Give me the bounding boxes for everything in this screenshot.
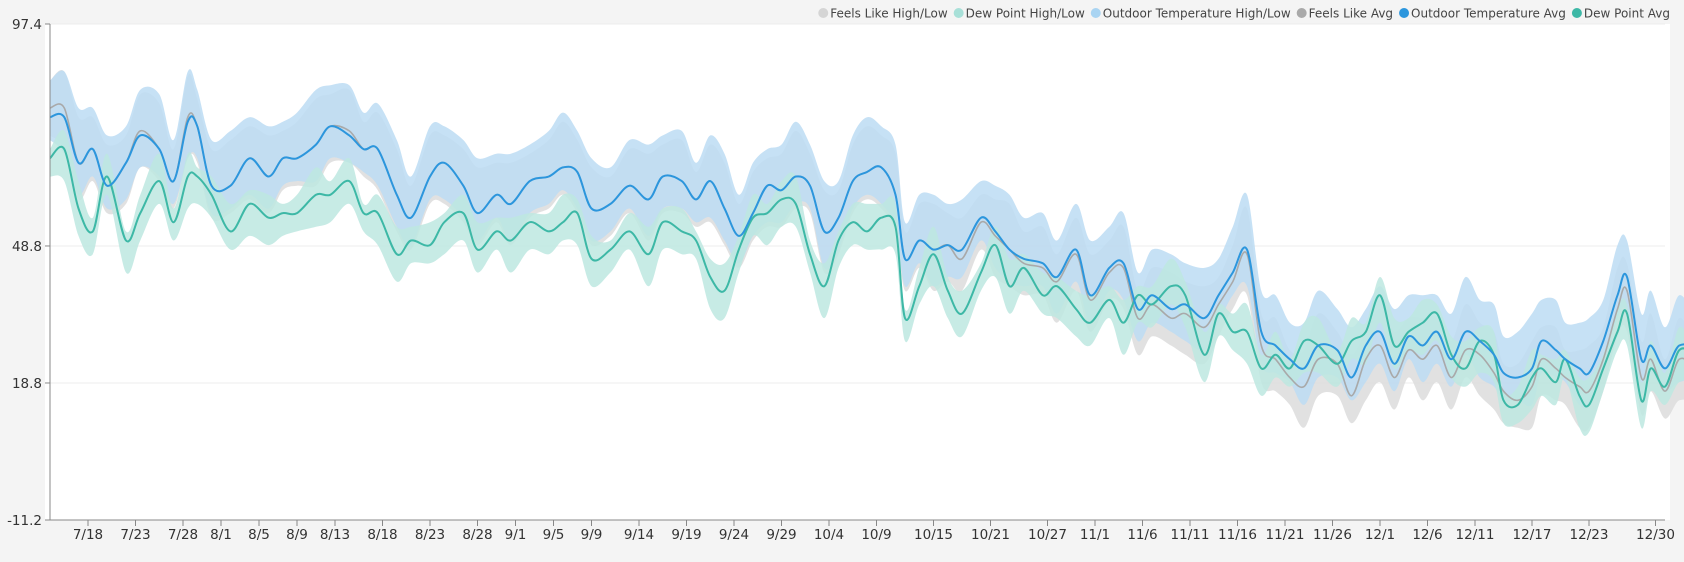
x-axis: 7/18 7/23 7/28 8/1 8/5 8/9 8/13 8/18 8/23 8/28 9/1… (50, 519, 1675, 543)
legend[interactable]: Feels Like High/Low Dew Point High/Low Out… (818, 7, 1670, 21)
x-tick-label: 11/21 (1266, 527, 1305, 543)
x-tick-label: 7/18 (73, 527, 103, 543)
y-tick-label: 18.8 (12, 376, 42, 392)
x-tick-label: 12/1 (1365, 527, 1395, 543)
x-tick-label: 8/23 (415, 527, 445, 543)
legend-swatch (953, 8, 964, 18)
x-tick-label: 12/17 (1513, 527, 1552, 543)
x-tick-label: 11/6 (1127, 527, 1157, 543)
legend-item[interactable]: Dew Point Avg (1571, 7, 1670, 21)
y-tick-label: 97.4 (12, 17, 42, 33)
x-tick-label: 9/19 (671, 527, 701, 543)
x-tick-label: 9/14 (624, 527, 654, 543)
legend-label: Outdoor Temperature Avg (1411, 7, 1566, 21)
legend-swatch (1296, 8, 1307, 18)
legend-label: Dew Point Avg (1584, 7, 1670, 21)
x-tick-label: 11/16 (1218, 527, 1257, 543)
x-tick-label: 11/1 (1080, 527, 1110, 543)
x-tick-label: 10/9 (861, 527, 891, 543)
legend-item[interactable]: Feels Like High/Low (818, 7, 948, 21)
legend-swatch (1090, 8, 1101, 18)
x-tick-label: 11/11 (1171, 527, 1210, 543)
x-tick-label: 12/6 (1412, 527, 1442, 543)
legend-swatch (1399, 8, 1410, 18)
y-tick-label: -11.2 (7, 513, 42, 529)
legend-swatch (818, 8, 829, 18)
x-tick-label: 8/5 (248, 527, 270, 543)
x-tick-label: 9/29 (766, 527, 796, 543)
legend-item[interactable]: Feels Like Avg (1296, 7, 1393, 21)
legend-label: Dew Point High/Low (966, 7, 1085, 21)
x-tick-label: 10/21 (971, 527, 1010, 543)
x-tick-label: 8/18 (367, 527, 397, 543)
y-axis: 97.4 48.8 18.8 -11.2 (7, 17, 51, 529)
x-tick-label: 12/23 (1570, 527, 1609, 543)
line-dew-point-avg (49, 145, 1684, 409)
x-tick-label: 9/9 (581, 527, 603, 543)
legend-item[interactable]: Outdoor Temperature High/Low (1090, 7, 1291, 21)
x-tick-label: 12/30 (1636, 527, 1675, 543)
x-tick-label: 10/15 (914, 527, 953, 543)
x-tick-label: 7/23 (120, 527, 150, 543)
legend-label: Feels Like Avg (1309, 7, 1393, 21)
legend-swatch (1571, 8, 1582, 18)
legend-item[interactable]: Outdoor Temperature Avg (1399, 7, 1566, 21)
x-tick-label: 10/4 (814, 527, 844, 543)
x-tick-label: 9/1 (505, 527, 527, 543)
x-tick-label: 9/5 (543, 527, 565, 543)
x-tick-label: 8/13 (320, 527, 350, 543)
line-outdoor-temperature-avg (49, 112, 1684, 379)
y-tick-label: 48.8 (12, 239, 42, 255)
x-tick-label: 8/9 (286, 527, 308, 543)
plot-background (45, 24, 1670, 520)
x-tick-label: 8/1 (210, 527, 232, 543)
average-lines (49, 103, 1684, 409)
x-tick-label: 9/24 (719, 527, 749, 543)
legend-label: Outdoor Temperature High/Low (1103, 7, 1291, 21)
x-tick-label: 10/27 (1028, 527, 1067, 543)
x-tick-label: 8/28 (462, 527, 492, 543)
x-tick-label: 12/11 (1456, 527, 1495, 543)
band-outdoor-temperature-high-low (50, 69, 1684, 409)
x-tick-label: 11/26 (1313, 527, 1352, 543)
legend-item[interactable]: Dew Point High/Low (953, 7, 1085, 21)
legend-label: Feels Like High/Low (830, 7, 948, 21)
x-tick-label: 7/28 (168, 527, 198, 543)
